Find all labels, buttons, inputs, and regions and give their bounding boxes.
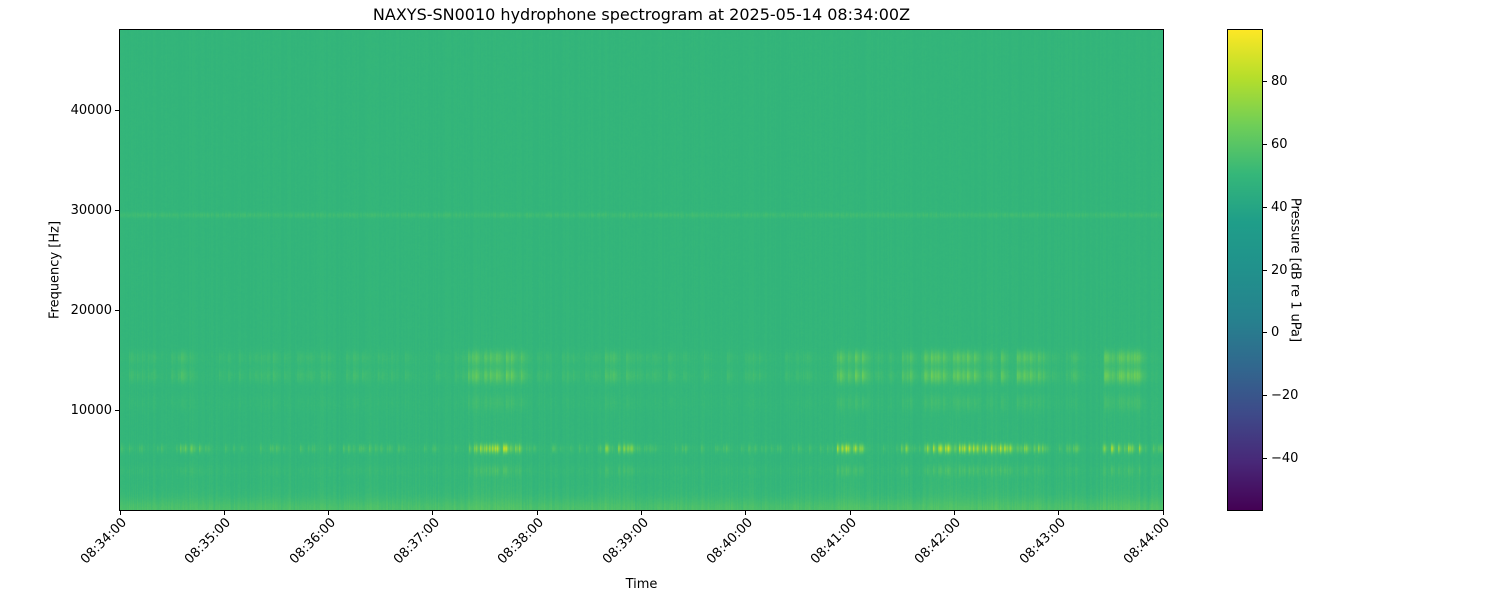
x-tick-label: 08:36:00 (286, 515, 339, 568)
x-tick-mark (1162, 511, 1164, 515)
x-tick-mark (1058, 511, 1060, 515)
x-tick-mark (328, 511, 330, 515)
colorbar-label: Pressure [dB re 1 uPa] (1287, 197, 1303, 343)
colorbar-tick-label: 60 (1271, 137, 1288, 152)
x-tick-label: 08:41:00 (808, 515, 860, 568)
y-tick-mark (115, 309, 119, 311)
colorbar-tick-label: 80 (1271, 74, 1288, 90)
colorbar-tick-mark (1263, 269, 1267, 271)
x-tick-label: 08:37:00 (390, 515, 443, 568)
x-axis-label: Time (625, 577, 658, 592)
x-tick-label: 08:40:00 (703, 515, 756, 568)
x-tick-mark (849, 511, 851, 515)
x-tick-label: 08:34:00 (78, 515, 130, 568)
y-tick-label: 20000 (70, 302, 112, 318)
y-tick-label: 10000 (70, 402, 112, 418)
y-tick-mark (115, 109, 119, 111)
x-tick-label: 08:38:00 (495, 515, 548, 568)
plot-area (119, 29, 1164, 511)
x-tick-mark (641, 511, 642, 515)
spectrogram-canvas (120, 30, 1163, 510)
colorbar-tick-label: 20 (1271, 262, 1288, 278)
colorbar-tick-mark (1263, 394, 1267, 396)
colorbar-tick-label: 0 (1271, 325, 1280, 341)
colorbar (1227, 29, 1263, 511)
colorbar-tick-mark (1263, 332, 1267, 334)
colorbar-tick-mark (1263, 206, 1267, 208)
x-tick-mark (953, 511, 955, 515)
x-tick-mark (536, 511, 538, 515)
colorbar-tick-mark (1263, 81, 1267, 83)
colorbar-gradient (1228, 30, 1262, 510)
x-tick-label: 08:35:00 (182, 515, 235, 568)
colorbar-tick-label: 40 (1271, 199, 1288, 215)
x-tick-mark (745, 511, 747, 515)
x-tick-label: 08:39:00 (599, 515, 652, 568)
x-tick-mark (432, 511, 434, 515)
x-tick-label: 08:43:00 (1016, 515, 1069, 568)
y-tick-label: 30000 (70, 202, 112, 218)
x-tick-mark (119, 511, 121, 515)
x-tick-label: 08:44:00 (1121, 515, 1173, 568)
colorbar-tick-label: −40 (1271, 450, 1299, 466)
colorbar-tick-label: −20 (1271, 387, 1299, 403)
x-tick-mark (223, 511, 225, 515)
colorbar-tick-mark (1263, 144, 1267, 145)
y-tick-label: 40000 (70, 102, 112, 118)
chart-title: NAXYS-SN0010 hydrophone spectrogram at 2… (372, 5, 911, 24)
x-tick-label: 08:42:00 (912, 515, 965, 568)
colorbar-tick-mark (1263, 457, 1267, 459)
y-tick-mark (115, 409, 119, 411)
y-tick-mark (115, 209, 119, 211)
